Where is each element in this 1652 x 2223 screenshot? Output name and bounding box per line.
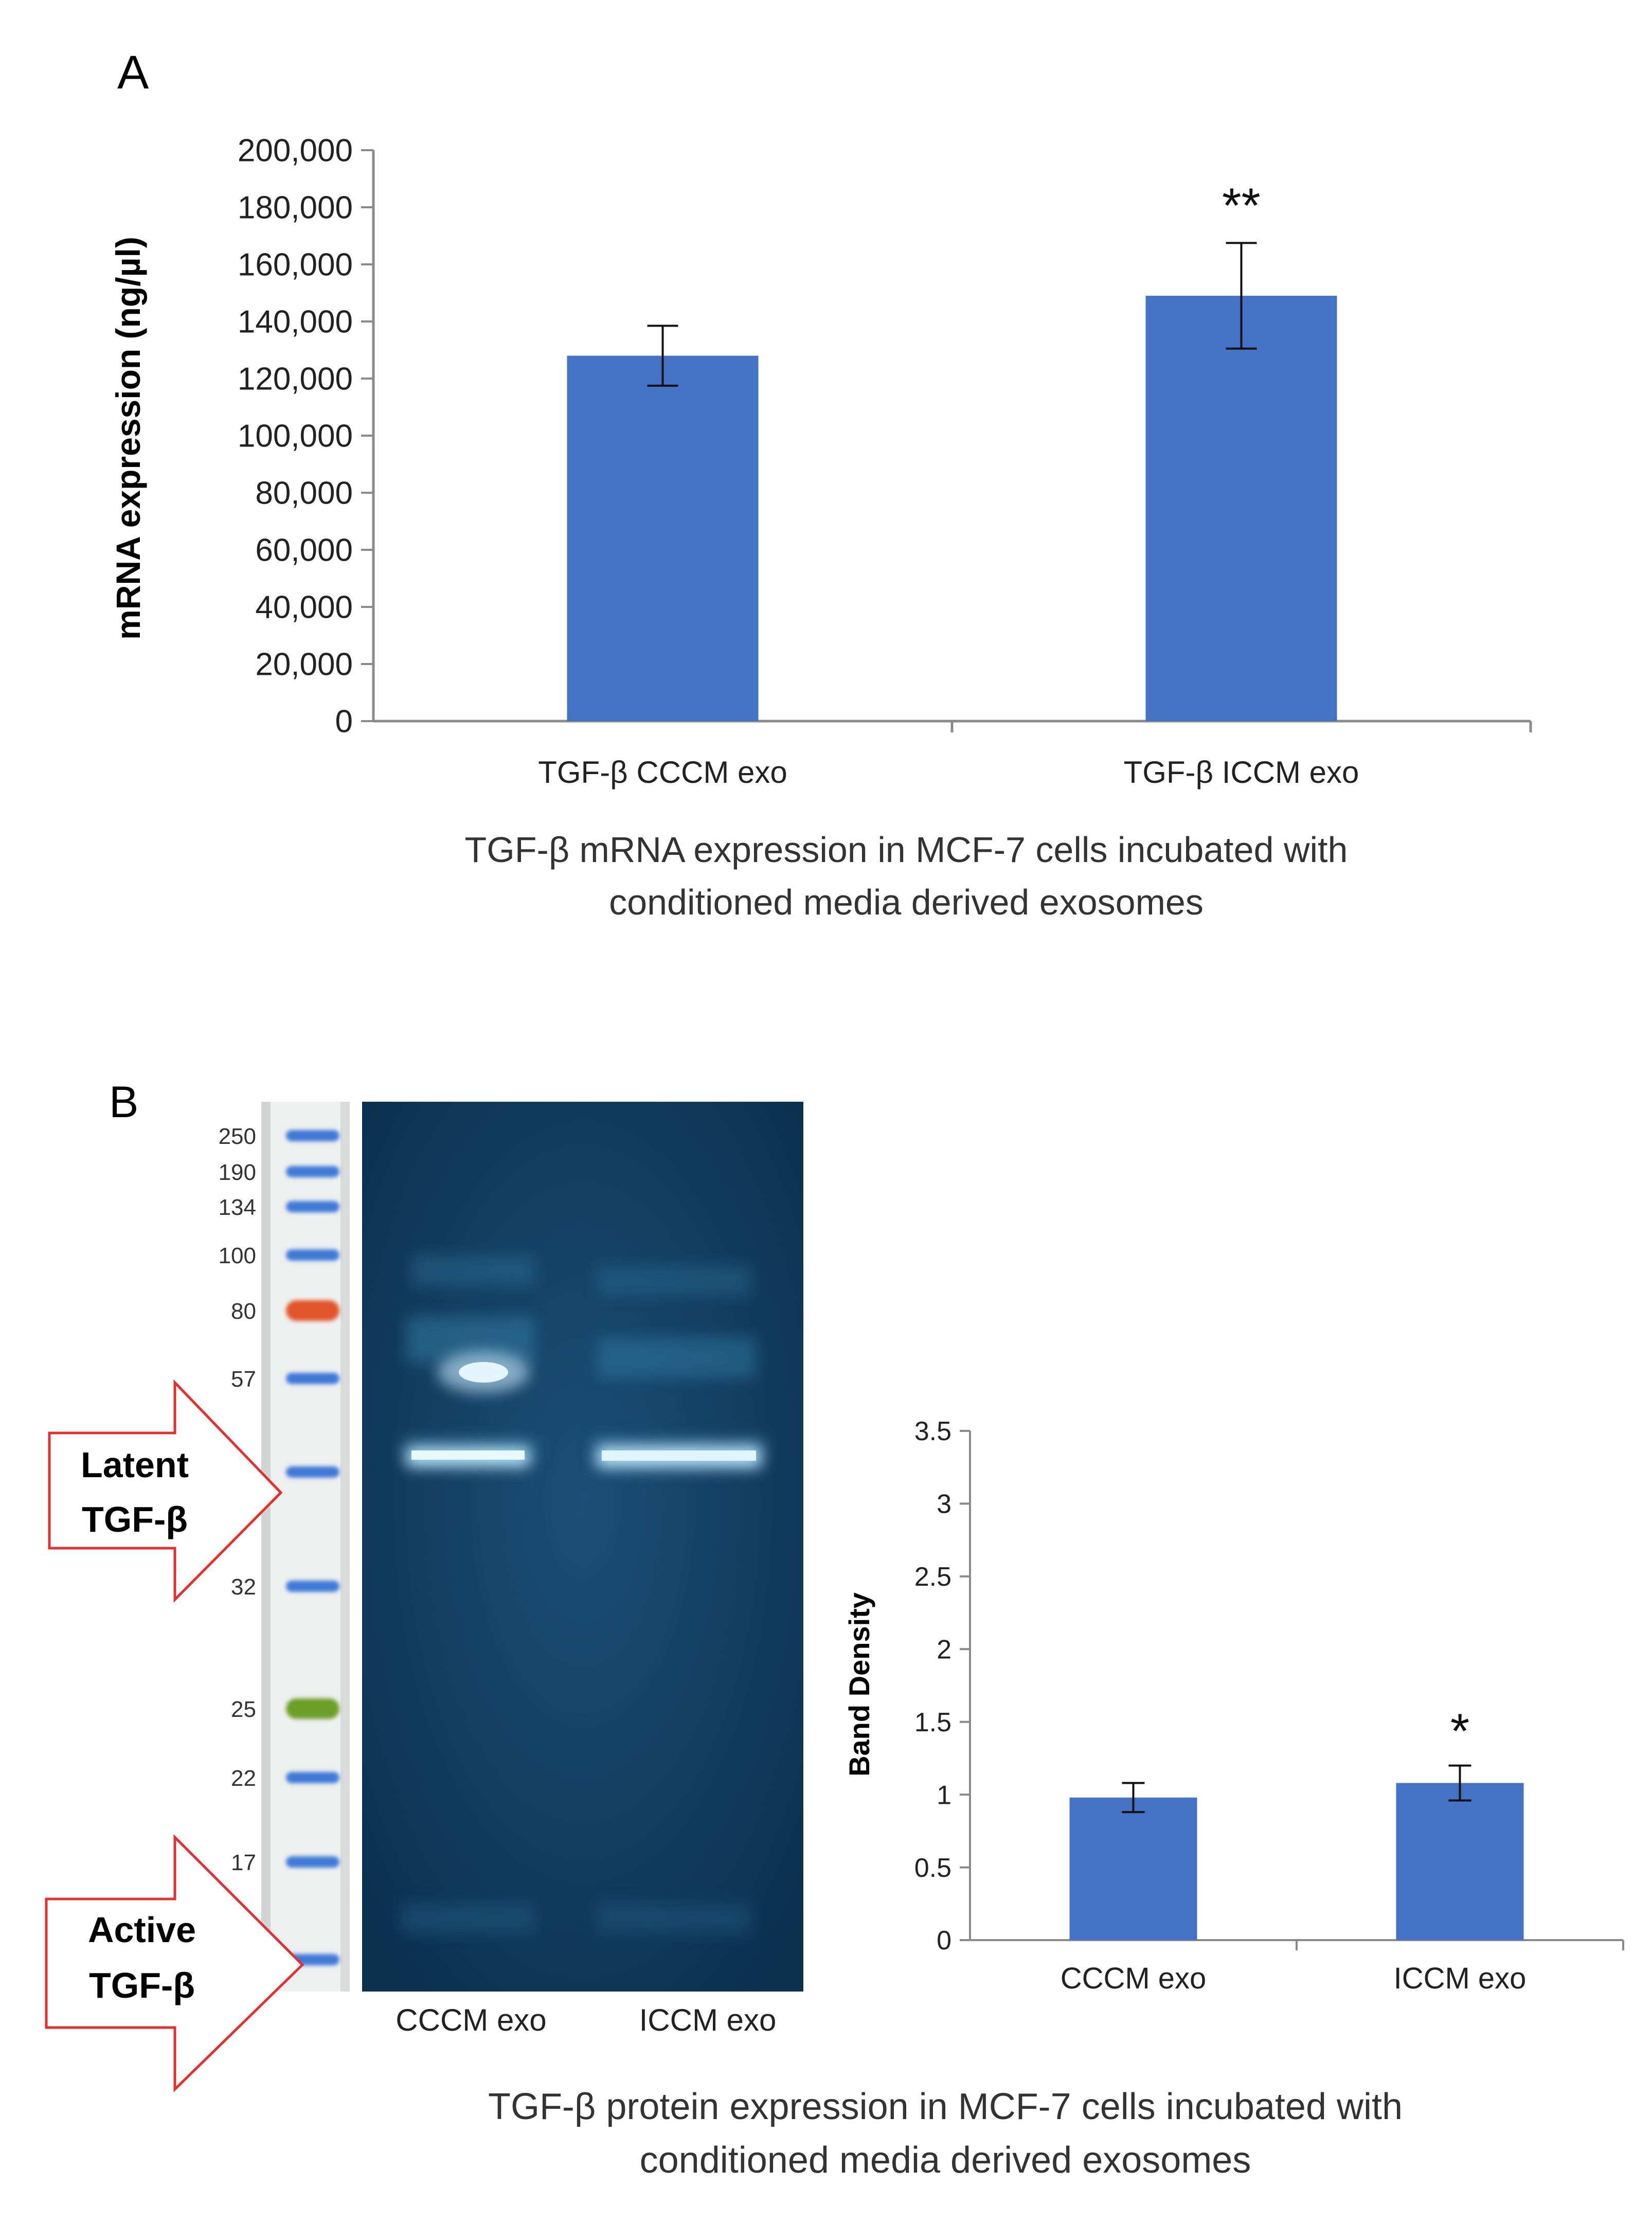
chart-b-x-axis	[970, 1939, 1624, 1950]
ladder-label-57: 57	[231, 1367, 256, 1392]
ladder-label-22: 22	[231, 1766, 256, 1791]
chart-b-significance-2: *	[1450, 1704, 1469, 1759]
chart-b-x-labels: CCCM exo ICCM exo	[1061, 1962, 1527, 1995]
ladder-label-17: 17	[231, 1850, 256, 1875]
latent-arrow-line2: TGF-β	[82, 1499, 188, 1539]
chart-b-y-tick-label: 3.5	[914, 1417, 951, 1446]
panel-a-letter: A	[117, 46, 149, 99]
chart-b-y-axis: 0 0.5 1 1.5 2 2.5 3 3.5	[914, 1417, 971, 1956]
chart-b-y-tick-label: 1	[937, 1780, 951, 1810]
chart-b-y-ticks: 0 0.5 1 1.5 2 2.5 3 3.5	[914, 1417, 970, 1956]
chart-a-y-tick-label: 60,000	[255, 533, 353, 568]
panel-a-caption-line2: conditioned media derived exosomes	[609, 882, 1204, 922]
chart-a-y-tick-label: 160,000	[238, 247, 353, 283]
ladder-band-46	[286, 1466, 339, 1478]
ladder-band-100	[286, 1249, 339, 1261]
chart-b-y-tick-label: 0.5	[914, 1853, 951, 1883]
chart-b-y-axis-label: Band Density	[843, 1592, 875, 1777]
chart-b-bar-2	[1396, 1783, 1524, 1940]
panel-b-caption-line2: conditioned media derived exosomes	[640, 2140, 1251, 2181]
chart-a-bar-2	[1145, 296, 1337, 721]
chart-a-y-tick-label: 0	[335, 704, 353, 740]
ladder-label-80: 80	[231, 1299, 256, 1324]
ladder-label-190: 190	[219, 1160, 256, 1185]
ladder-label-25: 25	[231, 1697, 256, 1722]
chart-b-y-tick-label: 3	[937, 1490, 951, 1519]
chart-a-y-tick-label: 200,000	[238, 133, 353, 169]
chart-b-bars: *	[1069, 1704, 1524, 1940]
chart-a-bars: **	[567, 178, 1337, 721]
chart-a-y-tick-label: 100,000	[238, 419, 353, 454]
active-arrow-line2: TGF-β	[89, 1965, 195, 2005]
chart-a-x-labels: TGF-β CCCM exo TGF-β ICCM exo	[538, 755, 1359, 790]
ladder-band-250	[286, 1130, 339, 1141]
ladder-label-32: 32	[231, 1574, 256, 1600]
chart-b-bar-1	[1069, 1797, 1197, 1940]
chart-a-y-tick-label: 40,000	[255, 590, 353, 625]
chart-a-y-tick-label: 180,000	[238, 190, 353, 226]
chart-b-y-tick-label: 1.5	[914, 1708, 951, 1737]
ladder-band-134	[286, 1201, 339, 1212]
protein-ladder: 2501901341008057463225221711	[219, 1102, 350, 1992]
active-tgf-beta-arrow: Active TGF-β	[45, 1834, 304, 2092]
chart-b-x-label-1: CCCM exo	[1061, 1962, 1207, 1995]
chart-a-y-axis-label: mRNA expression (ng/µl)	[109, 237, 147, 640]
gel-lane-label-2: ICCM exo	[639, 2003, 777, 2037]
ladder-band-57	[286, 1373, 339, 1384]
chart-a-y-tick-label: 20,000	[255, 647, 353, 683]
chart-a: 0 20,000 40,000 60,000 80,000 100,000 120,000 1…	[109, 133, 1532, 790]
chart-a-y-tick-label: 80,000	[255, 476, 353, 511]
gel-lane-label-1: CCCM exo	[396, 2003, 546, 2037]
ladder-bands	[286, 1130, 339, 1965]
ladder-band-22	[286, 1772, 339, 1783]
panel-b-caption-line1: TGF-β protein expression in MCF-7 cells …	[488, 2086, 1403, 2127]
latent-arrow-line1: Latent	[81, 1445, 189, 1485]
western-blot-gel	[362, 1102, 803, 1992]
chart-b-y-tick-label: 2.5	[914, 1562, 951, 1592]
ladder-band-25	[286, 1698, 339, 1719]
chart-a-significance-2: **	[1222, 178, 1261, 233]
chart-a-x-label-2: TGF-β ICCM exo	[1124, 755, 1359, 790]
gel-lane-2	[591, 1265, 766, 1934]
gel-lane-labels: CCCM exo ICCM exo	[396, 2003, 776, 2037]
chart-a-x-axis	[373, 720, 1532, 732]
chart-a-bar-1	[567, 355, 759, 721]
ladder-band-190	[286, 1166, 339, 1177]
ladder-band-80	[286, 1300, 339, 1321]
chart-a-y-tick-label: 140,000	[238, 304, 353, 340]
panel-b-letter: B	[109, 1078, 138, 1127]
ladder-labels: 2501901341008057463225221711	[219, 1124, 256, 1973]
active-arrow-line1: Active	[88, 1910, 196, 1950]
ladder-label-100: 100	[219, 1243, 256, 1268]
chart-b-y-tick-label: 2	[937, 1635, 951, 1664]
panel-a-caption-line1: TGF-β mRNA expression in MCF-7 cells inc…	[465, 830, 1348, 870]
ladder-band-32	[286, 1581, 339, 1592]
ladder-band-17	[286, 1856, 339, 1868]
ladder-label-134: 134	[219, 1195, 256, 1220]
chart-a-x-label-1: TGF-β CCCM exo	[538, 755, 787, 790]
latent-tgf-beta-arrow: Latent TGF-β	[48, 1379, 283, 1603]
chart-a-y-ticks: 0 20,000 40,000 60,000 80,000 100,000 120,000 1…	[238, 133, 373, 740]
chart-b: 0 0.5 1 1.5 2 2.5 3 3.5 * CCCM exo ICCM exo Band…	[843, 1417, 1624, 1995]
chart-b-x-label-2: ICCM exo	[1394, 1962, 1527, 1995]
chart-a-y-tick-label: 120,000	[238, 362, 353, 397]
chart-a-y-axis: 0 20,000 40,000 60,000 80,000 100,000 120,000 1…	[238, 133, 375, 740]
gel-lane-1	[401, 1255, 540, 1934]
ladder-label-250: 250	[219, 1124, 256, 1149]
chart-b-y-tick-label: 0	[937, 1926, 951, 1956]
